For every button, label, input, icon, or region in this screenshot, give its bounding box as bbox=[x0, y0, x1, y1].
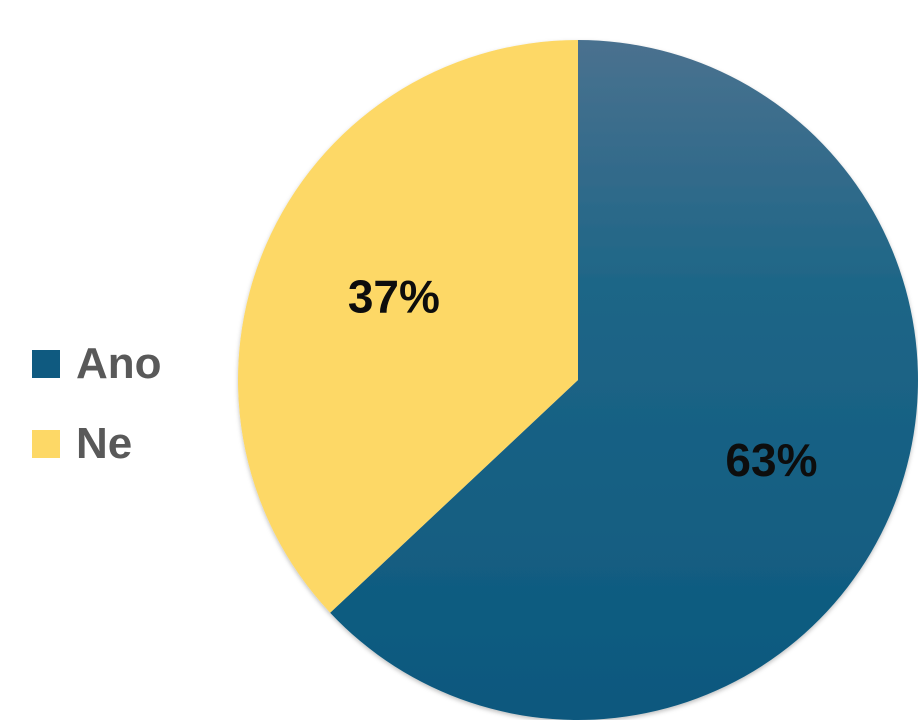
legend-label-ne: Ne bbox=[76, 419, 133, 468]
legend-item-ne: Ne bbox=[32, 418, 162, 470]
pie-slice-ne bbox=[238, 40, 578, 613]
slice-label-ano: 63% bbox=[725, 434, 817, 486]
legend-item-ano: Ano bbox=[32, 338, 162, 390]
legend-swatch-ne bbox=[32, 430, 60, 458]
legend-swatch-ano bbox=[32, 350, 60, 378]
legend-label-ano: Ano bbox=[76, 339, 162, 388]
pie-slice-ano bbox=[330, 40, 918, 720]
legend: Ano Ne bbox=[32, 338, 162, 498]
slice-label-ne: 37% bbox=[348, 270, 440, 322]
